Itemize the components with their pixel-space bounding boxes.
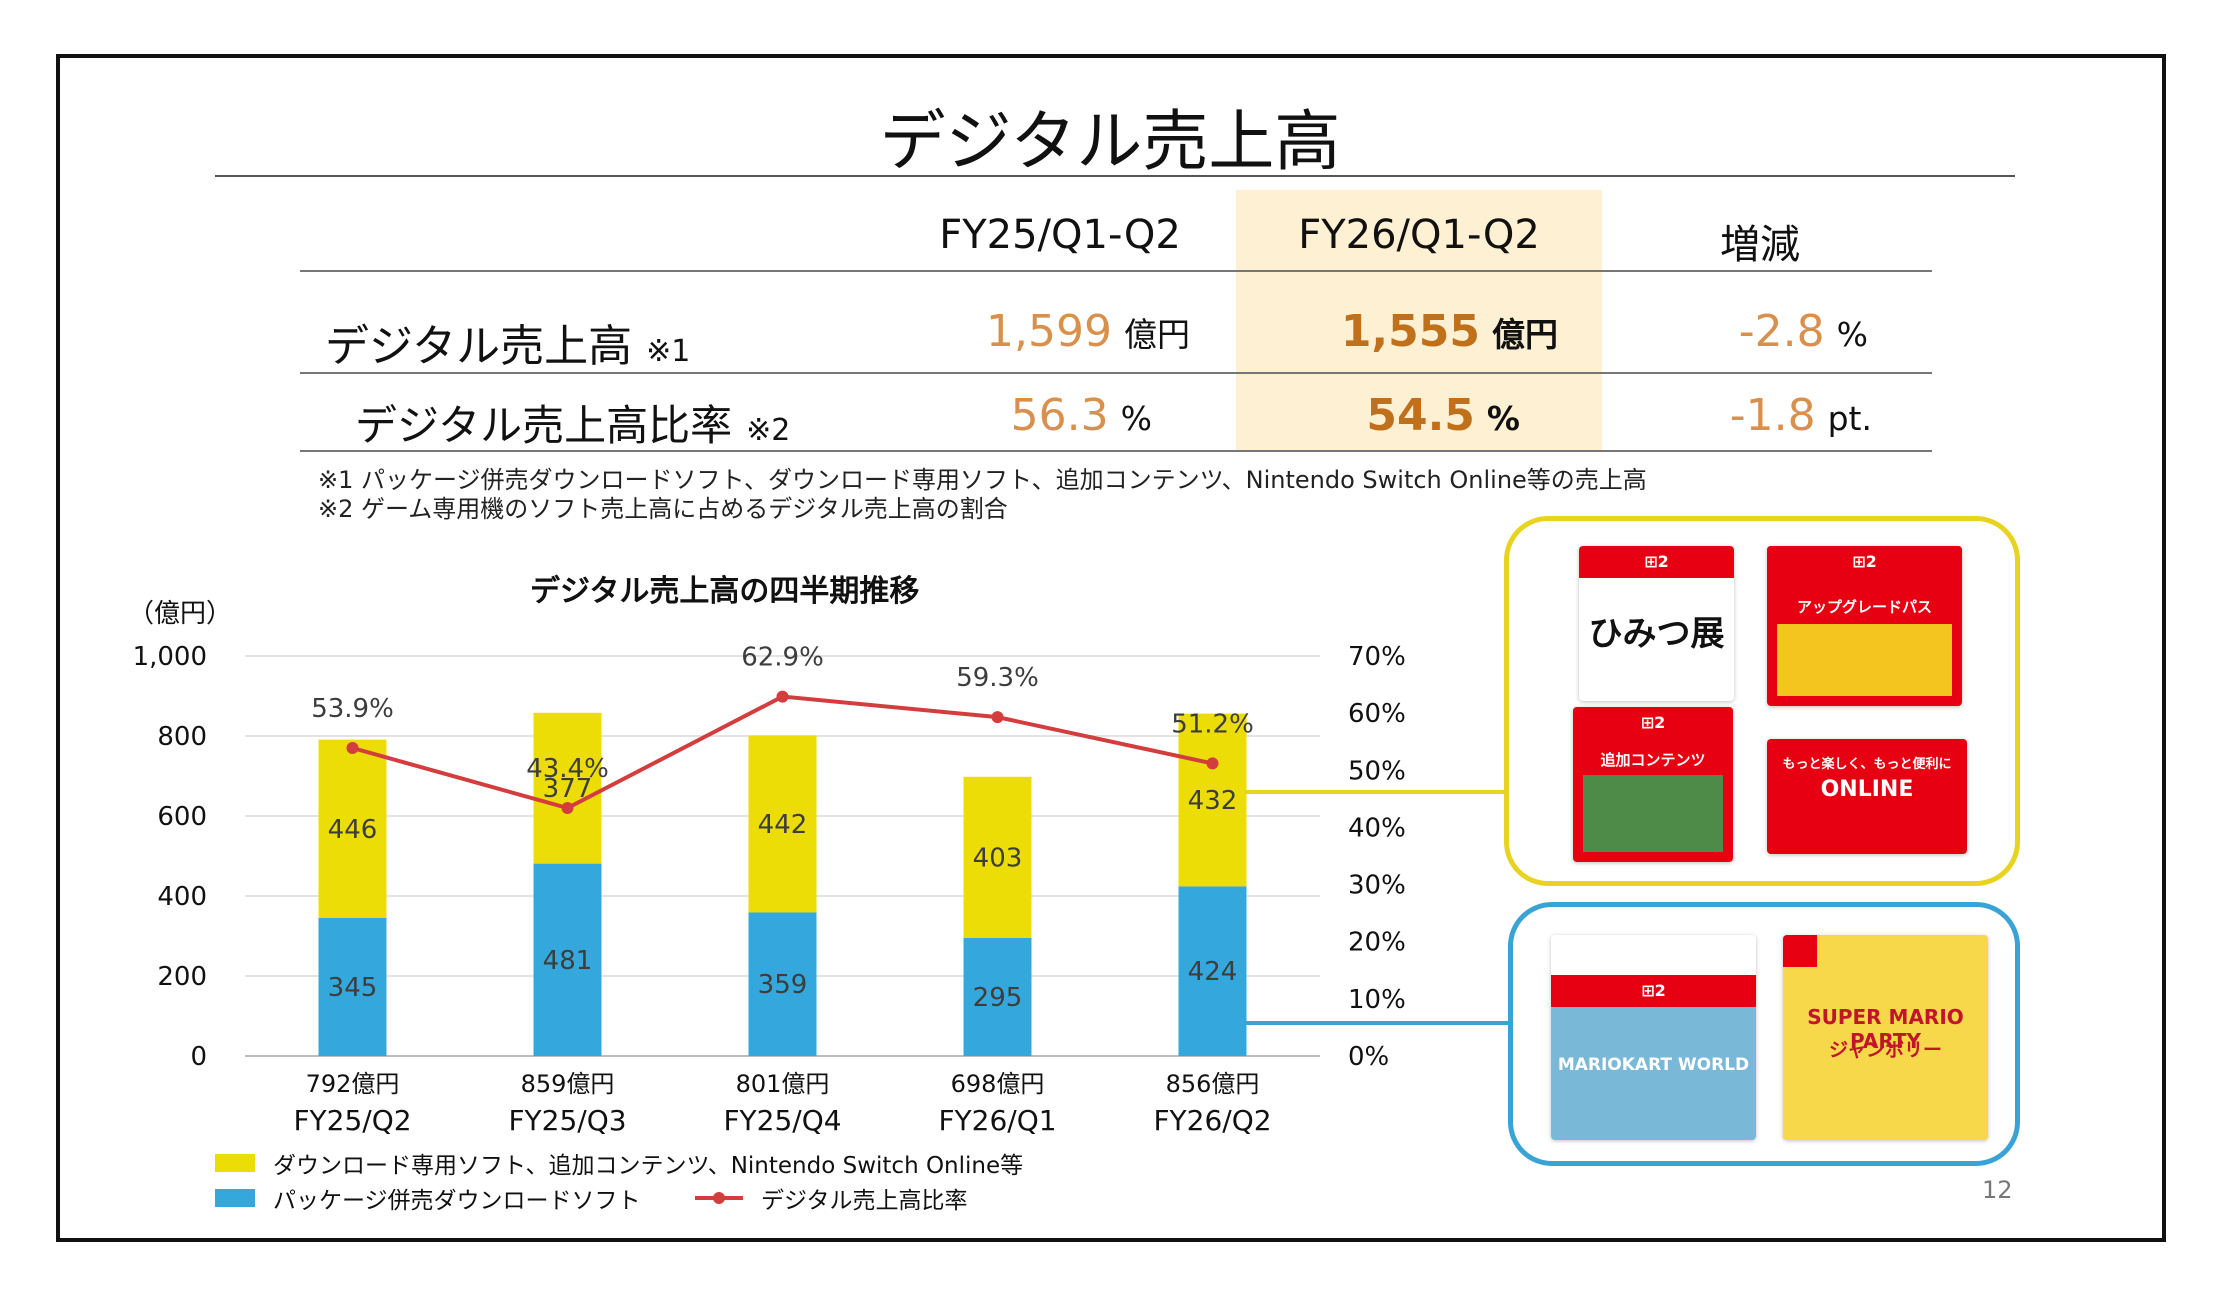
total-label: 859億円 (521, 1070, 615, 1098)
sales-fy26: 1,555 億円 (1340, 306, 1558, 357)
x-tick-label: FY25/Q4 (723, 1104, 841, 1137)
total-label: 698億円 (951, 1070, 1045, 1098)
product-card-upgrade-pass: ⊞2 アップグレードパス (1767, 546, 1962, 706)
total-label: 792億円 (306, 1070, 400, 1098)
y-tick-label: 0 (190, 1042, 207, 1072)
legend-label-blue: パッケージ併売ダウンロードソフト (273, 1188, 641, 1214)
ratio-point (991, 711, 1004, 724)
ratio-diff: -1.8 pt. (1729, 390, 1872, 441)
ratio-label: 43.4% (526, 754, 609, 784)
sales-diff: -2.8% (1738, 306, 1868, 357)
x-tick-label: FY25/Q2 (293, 1104, 411, 1137)
bar-segment-package (533, 863, 602, 1056)
bar-segment-download (963, 776, 1032, 938)
ratio-label: 59.3% (956, 663, 1039, 693)
sales-fy25: 1,599 億円 (986, 306, 1190, 357)
legend-item-ratio: デジタル売上高比率 (695, 1181, 968, 1215)
ratio-point (346, 742, 359, 754)
bar-segment-package (963, 938, 1032, 1056)
package-bundled-products-panel: ⊞2 MARIOKART WORLD SUPER MARIO PARTY ジャン… (1508, 902, 2020, 1166)
data-label-download: 432 (1188, 786, 1238, 816)
row-label-ratio: デジタル売上高比率 ※2 (355, 401, 791, 450)
ratio-point (776, 690, 789, 703)
y2-tick-label: 30% (1348, 871, 1406, 901)
slide-frame (56, 54, 2166, 1242)
y-axis-unit-label: （億円） (128, 599, 232, 629)
ratio-fy26: 54.5% (1366, 390, 1520, 441)
product-card-dlc: ⊞2 追加コンテンツ (1573, 707, 1733, 862)
table-rule (300, 270, 1932, 272)
bar-segment-download (318, 739, 387, 918)
header-fy25: FY25/Q1-Q2 (939, 212, 1181, 258)
row-label-sales: デジタル売上高 ※1 (325, 321, 691, 372)
header-diff: 増減 (1720, 222, 1800, 268)
bar-segment-download (533, 712, 602, 864)
product-card-online: もっと楽しく、もっと便利に ONLINE (1767, 739, 1967, 854)
y2-tick-label: 0% (1348, 1042, 1389, 1072)
total-label: 801億円 (736, 1070, 830, 1098)
page-title: デジタル売上高 (879, 103, 1341, 180)
x-tick-label: FY25/Q3 (508, 1104, 626, 1137)
ratio-point (561, 802, 574, 814)
footnote-2: ※2 ゲーム専用機のソフト売上高に占めるデジタル売上高の割合 (318, 495, 1008, 523)
y2-tick-label: 20% (1348, 928, 1406, 958)
page-number: 12 (1982, 1176, 2013, 1204)
y2-tick-label: 70% (1348, 642, 1406, 672)
table-rule (300, 450, 1932, 452)
bar-segment-package (318, 918, 387, 1056)
table-rule (300, 372, 1932, 374)
data-label-package: 424 (1188, 957, 1238, 987)
data-label-package: 345 (328, 973, 378, 1003)
connector-blue (1244, 1021, 1508, 1025)
y-tick-label: 600 (157, 802, 207, 832)
bar-segment-download (1178, 713, 1247, 887)
data-label-package: 295 (973, 983, 1023, 1013)
y-tick-label: 400 (157, 882, 207, 912)
chart-title: デジタル売上高の四半期推移 (530, 574, 920, 609)
y-tick-label: 800 (157, 722, 207, 752)
bar-segment-package (1178, 886, 1247, 1056)
data-label-download: 442 (758, 810, 808, 840)
data-label-package: 481 (543, 946, 593, 976)
legend-label-yellow: ダウンロード専用ソフト、追加コンテンツ、Nintendo Switch Onli… (273, 1153, 1024, 1179)
footnote-1: ※1 パッケージ併売ダウンロードソフト、ダウンロード専用ソフト、追加コンテンツ、… (318, 466, 1647, 494)
header-fy26: FY26/Q1-Q2 (1298, 212, 1540, 258)
fy26-column-highlight (1236, 190, 1602, 452)
ratio-label: 53.9% (311, 694, 394, 724)
title-divider (215, 175, 2015, 177)
legend-swatch-blue (215, 1189, 255, 1207)
legend-label-line: デジタル売上高比率 (761, 1188, 968, 1214)
y-tick-label: 1,000 (133, 642, 207, 672)
data-label-package: 359 (758, 970, 808, 1000)
x-tick-label: FY26/Q1 (938, 1104, 1056, 1137)
ratio-label: 51.2% (1171, 709, 1254, 739)
y2-tick-label: 40% (1348, 813, 1406, 843)
bar-segment-package (748, 912, 817, 1056)
total-label: 856億円 (1166, 1070, 1260, 1098)
product-card-himitsu: ⊞2 ひみつ展 (1579, 546, 1734, 701)
y2-tick-label: 10% (1348, 985, 1406, 1015)
product-card-mariokart: ⊞2 MARIOKART WORLD (1551, 935, 1756, 1140)
connector-yellow (1244, 790, 1504, 794)
ratio-label: 62.9% (741, 643, 824, 673)
y2-tick-label: 60% (1348, 699, 1406, 729)
y2-tick-label: 50% (1348, 756, 1406, 786)
data-label-download: 403 (973, 843, 1023, 873)
legend-line-marker (695, 1192, 743, 1204)
legend-item-download: ダウンロード専用ソフト、追加コンテンツ、Nintendo Switch Onli… (215, 1146, 1023, 1180)
data-label-download: 446 (328, 815, 378, 845)
digital-only-products-panel: ⊞2 ひみつ展 ⊞2 アップグレードパス ⊞2 追加コンテンツ もっと楽しく、も… (1504, 516, 2020, 886)
y-tick-label: 200 (157, 962, 207, 992)
ratio-point (1206, 757, 1219, 770)
legend-swatch-yellow (215, 1154, 255, 1172)
bar-segment-download (748, 735, 817, 913)
ratio-fy25: 56.3% (1010, 390, 1152, 441)
legend-item-package: パッケージ併売ダウンロードソフト (215, 1181, 641, 1215)
product-card-mario-party: SUPER MARIO PARTY ジャンボリー (1783, 935, 1988, 1140)
x-tick-label: FY26/Q2 (1153, 1104, 1271, 1137)
